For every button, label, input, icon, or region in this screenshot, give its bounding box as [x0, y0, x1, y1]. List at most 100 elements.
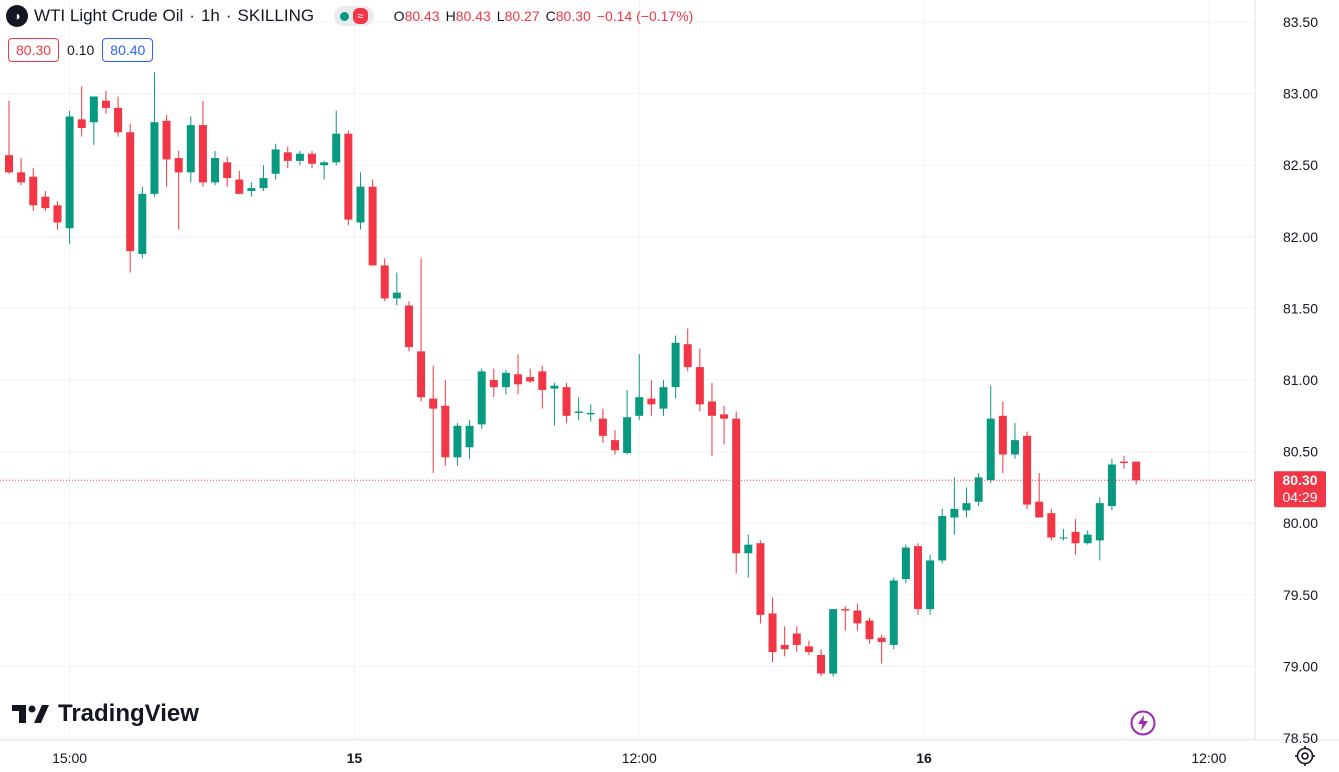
candle-body [829, 609, 838, 674]
candle [380, 258, 389, 302]
candle [974, 473, 983, 507]
candle [853, 603, 862, 631]
candle [453, 422, 462, 466]
candle-body [308, 153, 316, 164]
candle-body [950, 508, 959, 518]
settings-icon[interactable] [1294, 745, 1316, 767]
candle-body [974, 477, 983, 502]
candle-body [744, 544, 753, 554]
candle-body [574, 411, 583, 413]
candle [1059, 528, 1068, 541]
candle [538, 365, 547, 409]
candle-body [223, 162, 232, 179]
candle-body [101, 100, 110, 108]
candle [817, 649, 826, 677]
candle-body [792, 633, 801, 645]
candle-body [380, 265, 389, 299]
candle [986, 385, 995, 484]
candle [501, 369, 510, 395]
candle [841, 606, 850, 631]
candle [671, 335, 680, 399]
candle [1095, 497, 1104, 561]
candle [962, 487, 971, 518]
tradingview-logo-icon [12, 705, 49, 723]
candle-body [720, 414, 729, 419]
candle-body [804, 646, 813, 653]
flash-icon[interactable] [1130, 710, 1156, 736]
candle-body [647, 398, 656, 405]
tradingview-brand[interactable]: TradingView [12, 700, 199, 728]
market-status-pill[interactable]: ≈ [334, 6, 374, 26]
candle [247, 182, 256, 197]
candle-body [732, 418, 741, 554]
candle [65, 110, 74, 244]
candle [223, 156, 232, 187]
candle-body [295, 153, 304, 161]
candle [998, 401, 1007, 474]
price-axis[interactable]: 78.50 79.00 79.50 80.00 80.50 81.00 81.50 82.00… [1283, 14, 1318, 746]
candle [1132, 461, 1141, 485]
candle-body [659, 387, 668, 409]
sell-button[interactable]: 80.30 [8, 38, 60, 62]
candle-body [635, 397, 644, 416]
price-tick-label: 79.00 [1283, 658, 1318, 674]
candle [101, 90, 110, 114]
candle [926, 554, 935, 615]
candle-body [186, 125, 195, 173]
symbol-name[interactable]: WTI Light Crude Oil [34, 6, 184, 25]
candle [695, 348, 704, 412]
candle [598, 408, 607, 444]
candle [526, 368, 535, 383]
candle [404, 301, 413, 352]
candle-body [271, 149, 280, 174]
candle-body [211, 158, 220, 183]
candle [1035, 473, 1044, 518]
candle-body [926, 560, 935, 610]
price-tick-label: 81.00 [1283, 372, 1318, 388]
candle [368, 179, 377, 266]
candle-body [453, 425, 462, 458]
open-value: 80.43 [404, 8, 440, 24]
candle [198, 100, 207, 187]
candle-body [914, 546, 922, 610]
candle [308, 150, 316, 169]
price-tick-label: 82.50 [1283, 157, 1318, 173]
candle [186, 116, 195, 183]
candle [259, 165, 268, 191]
candle [768, 597, 777, 663]
candle-body [623, 417, 632, 454]
ohlc-readout: O80.43 H80.43 L80.27 C80.30 −0.14 (−0.17… [393, 8, 694, 24]
candle [611, 430, 619, 455]
candle [865, 617, 874, 644]
interval[interactable]: 1h [200, 6, 220, 25]
candle [756, 540, 765, 624]
candle [53, 201, 62, 230]
candle-body [477, 371, 486, 425]
candle [1023, 431, 1032, 509]
symbol-logo-icon[interactable]: ◑ [6, 5, 28, 27]
close-value: 80.30 [555, 8, 591, 24]
time-tick-label: 16 [916, 750, 932, 766]
separator-dot: · [225, 6, 232, 25]
candle [804, 640, 813, 655]
candle [126, 123, 135, 273]
candle-body [1071, 531, 1080, 544]
price-tick-label: 81.50 [1283, 300, 1318, 316]
buy-button[interactable]: 80.40 [102, 38, 154, 62]
price-tick-label: 79.50 [1283, 587, 1318, 603]
candle-body [550, 385, 559, 389]
candle-body [53, 205, 62, 223]
candle [1010, 422, 1019, 459]
candle [465, 420, 474, 459]
candle [586, 404, 595, 422]
candle [295, 150, 304, 166]
candle-body [611, 440, 619, 451]
candle-body [1095, 503, 1104, 541]
candle-body [77, 119, 86, 128]
candle [1107, 458, 1116, 511]
candle-body [695, 367, 704, 405]
candle-body [247, 188, 256, 191]
candle-body [817, 654, 826, 674]
